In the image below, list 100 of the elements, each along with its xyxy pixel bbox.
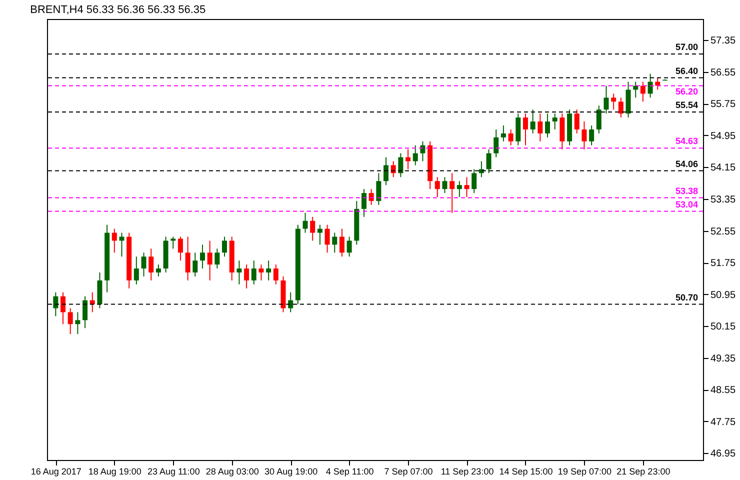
- candlestick: [552, 113, 558, 130]
- x-tick-label: 19 Sep 07:00: [558, 466, 612, 476]
- x-tick-label: 4 Sep 11:00: [326, 466, 374, 476]
- ref-line-label: 53.38: [675, 186, 698, 196]
- y-tick-label: 46.95: [710, 448, 736, 460]
- candlestick: [500, 124, 506, 142]
- ref-line-label: 56.20: [675, 86, 698, 97]
- y-tick-label: 55.75: [710, 99, 736, 110]
- candlestick: [273, 264, 278, 285]
- candlestick: [53, 292, 58, 317]
- x-tick-label: 18 Aug 19:00: [88, 466, 142, 476]
- candlestick: [486, 148, 492, 174]
- ref-line-label: 55.54: [675, 100, 698, 110]
- candlestick: [376, 172, 382, 206]
- candlestick: [332, 232, 338, 254]
- candlestick: [574, 109, 580, 134]
- candlestick: [310, 216, 316, 242]
- x-tick-label: 14 Sep 15:00: [499, 466, 553, 476]
- candlestick: [472, 168, 477, 194]
- candlestick: [346, 236, 352, 258]
- candlestick: [412, 144, 418, 166]
- ref-line-label: 57.00: [675, 42, 698, 52]
- x-tick-label: 7 Sep 07:00: [384, 466, 433, 476]
- candlestick: [251, 260, 256, 285]
- y-tick-label: 53.35: [710, 194, 736, 206]
- candlestick: [60, 292, 66, 325]
- candlestick: [178, 236, 183, 262]
- candlestick: [90, 292, 95, 313]
- candlestick: [604, 85, 609, 114]
- ref-line-label: 54.63: [675, 136, 698, 146]
- y-tick-label: 52.55: [710, 226, 736, 238]
- candlestick: [442, 176, 448, 194]
- y-tick-label: 50.15: [710, 322, 736, 333]
- candlestick: [170, 236, 176, 250]
- candlestick: [192, 252, 198, 277]
- y-tick-label: 48.55: [710, 385, 736, 396]
- y-tick-label: 56.55: [710, 67, 736, 78]
- x-tick-label: 16 Aug 2017: [30, 466, 82, 476]
- ref-line-label: 54.06: [675, 158, 698, 169]
- candlestick: [141, 252, 146, 277]
- y-tick-label: 47.75: [710, 416, 736, 428]
- candlestick: [618, 97, 624, 118]
- candlestick: [390, 160, 396, 178]
- y-tick-label: 54.15: [710, 162, 736, 174]
- candlestick: [119, 232, 124, 258]
- candlestick: [258, 264, 264, 281]
- candlestick: [324, 224, 330, 254]
- candlestick: [633, 81, 638, 98]
- candlestick: [494, 128, 499, 158]
- candlestick: [185, 236, 190, 281]
- candlestick: [384, 156, 389, 186]
- y-tick-label: 49.35: [710, 353, 736, 364]
- candlestick: [68, 308, 73, 335]
- candlestick: [450, 172, 455, 214]
- ref-line-label: 50.70: [675, 292, 698, 302]
- candlestick: [456, 180, 462, 198]
- candlestick: [648, 73, 653, 98]
- candlestick: [97, 272, 102, 309]
- candlestick: [434, 176, 440, 198]
- candlestick: [522, 113, 528, 146]
- candlestick: [339, 228, 344, 258]
- candlestick: [398, 152, 404, 178]
- candlestick: [611, 93, 616, 110]
- candlestick: [478, 160, 484, 178]
- candlestick: [236, 260, 242, 285]
- candlestick: [82, 296, 88, 329]
- candlestick: [156, 264, 161, 277]
- candlestick: [640, 81, 646, 102]
- x-tick-label: 21 Sep 23:00: [616, 466, 670, 476]
- ref-line-label: 56.40: [675, 66, 698, 76]
- candlestick: [361, 188, 366, 218]
- candlestick: [302, 212, 308, 234]
- candlestick: [200, 244, 205, 270]
- candlestick: [589, 124, 594, 146]
- ref-line-label: 53.04: [675, 199, 698, 210]
- y-tick-label: 57.35: [710, 36, 736, 47]
- candlestick: [508, 128, 514, 146]
- y-tick-label: 50.95: [710, 290, 736, 301]
- candlestick: [222, 236, 228, 258]
- candlestick: [112, 228, 117, 254]
- chart-title: BRENT,H4 56.33 56.36 56.33 56.35: [30, 4, 206, 16]
- candlestick: [134, 256, 139, 285]
- candlestick: [207, 240, 212, 281]
- x-tick-label: 28 Aug 03:00: [206, 466, 259, 476]
- x-tick-label: 30 Aug 19:00: [264, 466, 318, 476]
- candlestick: [266, 260, 272, 281]
- y-tick-label: 54.95: [710, 130, 736, 142]
- candlestick: [545, 113, 550, 138]
- candlestick: [582, 121, 587, 150]
- candlestick: [214, 248, 220, 270]
- candlestick: [148, 248, 154, 281]
- candlestick: [596, 105, 602, 134]
- candlestick: [530, 109, 536, 134]
- y-tick-label: 51.75: [710, 258, 736, 270]
- candlestick: [368, 188, 374, 206]
- x-tick-label: 11 Sep 23:00: [440, 466, 494, 476]
- candlestick: [464, 176, 470, 198]
- candlestick: [538, 113, 543, 142]
- candlestick: [75, 312, 80, 335]
- candlestick: [560, 113, 565, 150]
